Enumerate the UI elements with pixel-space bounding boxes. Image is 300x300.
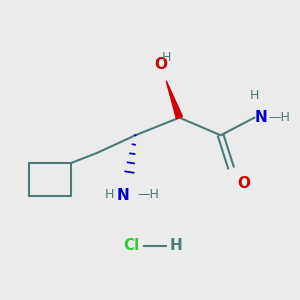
Text: H: H	[250, 89, 259, 102]
Text: H: H	[169, 238, 182, 253]
Text: Cl: Cl	[123, 238, 140, 253]
Polygon shape	[166, 81, 182, 119]
Text: —H: —H	[138, 188, 160, 201]
Text: H: H	[161, 51, 171, 64]
Text: N: N	[254, 110, 267, 125]
Text: —H: —H	[269, 111, 290, 124]
Text: O: O	[237, 176, 250, 191]
Text: O: O	[154, 57, 167, 72]
Text: N: N	[117, 188, 130, 203]
Text: H: H	[105, 188, 114, 201]
